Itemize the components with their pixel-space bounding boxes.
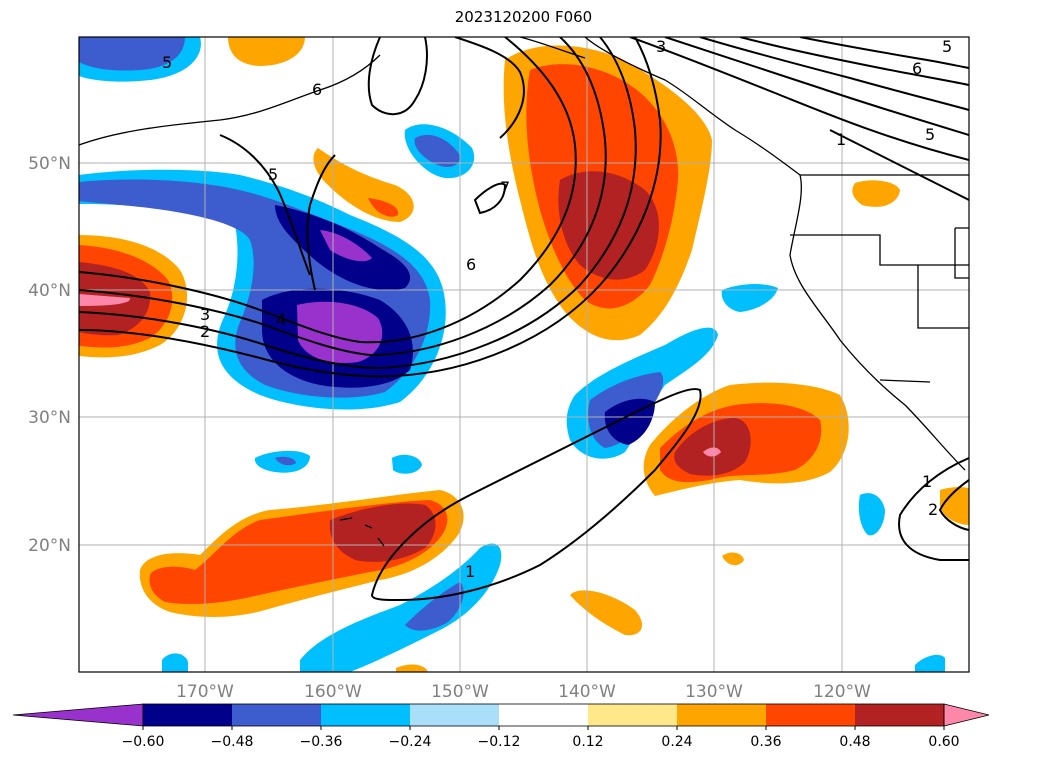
colorbar-segment [143, 704, 233, 726]
lat-label: 30°N [28, 408, 71, 428]
contour-label: 3 [656, 37, 666, 56]
colorbar-segment [677, 704, 767, 726]
longitude-labels: 170°W 160°W 150°W 140°W 130°W 120°W [176, 682, 871, 702]
colorbar-tick-labels: −0.60 −0.48 −0.36 −0.24 −0.12 0.12 0.24 0.36 0.4… [122, 734, 960, 750]
colorbar-tick-label: 0.60 [928, 734, 959, 750]
contour-label-group: 5 6 5 7 6 4 3 2 1 3 5 6 5 1 1 2 [162, 37, 952, 581]
contour-label: 2 [200, 322, 210, 341]
contour-label: 6 [912, 59, 922, 78]
contour-label: 6 [312, 80, 322, 99]
colorbar-tick-label: 0.48 [839, 734, 870, 750]
contour-label: 7 [500, 178, 510, 197]
colorbar-tick-label: 0.24 [661, 734, 692, 750]
colorbar-tick-label: −0.60 [122, 734, 165, 750]
colorbar-tick-label: −0.36 [300, 734, 343, 750]
colorbar-frame [142, 703, 945, 727]
colorbar-tick-label: −0.24 [389, 734, 432, 750]
colorbar-segment [232, 704, 322, 726]
contour-label: 3 [200, 305, 210, 324]
colorbar-segment [588, 704, 678, 726]
contour-label: 1 [836, 130, 846, 149]
contour-label: 4 [276, 310, 286, 329]
coastlines [79, 37, 969, 547]
latitude-labels: 50°N 40°N 30°N 20°N [28, 154, 71, 556]
lon-label: 140°W [558, 682, 616, 702]
colorbar-segment [321, 704, 411, 726]
colorbar-extend-max [943, 703, 990, 727]
contour-label: 5 [942, 37, 952, 56]
contour-lines [79, 37, 969, 602]
contour-label: 1 [922, 472, 932, 491]
plot-frame [78, 36, 970, 673]
contour-label: 2 [928, 500, 938, 519]
colorbar-segment [410, 704, 500, 726]
lon-label: 160°W [304, 682, 362, 702]
contour-label: 5 [162, 53, 172, 72]
gridlines [79, 37, 969, 672]
colorbar [12, 703, 990, 730]
lat-label: 20°N [28, 536, 71, 556]
colorbar-tick-label: 0.36 [750, 734, 781, 750]
colorbar-segment [766, 704, 856, 726]
contour-label: 1 [465, 562, 475, 581]
lon-label: 120°W [813, 682, 871, 702]
colorbar-tick-label: −0.48 [211, 734, 254, 750]
lon-label: 170°W [176, 682, 234, 702]
colorbar-tick-label: −0.12 [478, 734, 521, 750]
colorbar-segment [855, 704, 945, 726]
colorbar-extend-min [12, 703, 144, 727]
colorbar-segment [499, 704, 589, 726]
lon-label: 130°W [685, 682, 743, 702]
contour-label: 6 [466, 255, 476, 274]
lat-label: 50°N [28, 154, 71, 174]
colorbar-tick-label: 0.12 [572, 734, 603, 750]
lon-label: 150°W [431, 682, 489, 702]
map-title: 2023120200 F060 [454, 8, 593, 26]
lat-label: 40°N [28, 281, 71, 301]
contour-label: 5 [268, 165, 278, 184]
contour-label: 5 [925, 125, 935, 144]
